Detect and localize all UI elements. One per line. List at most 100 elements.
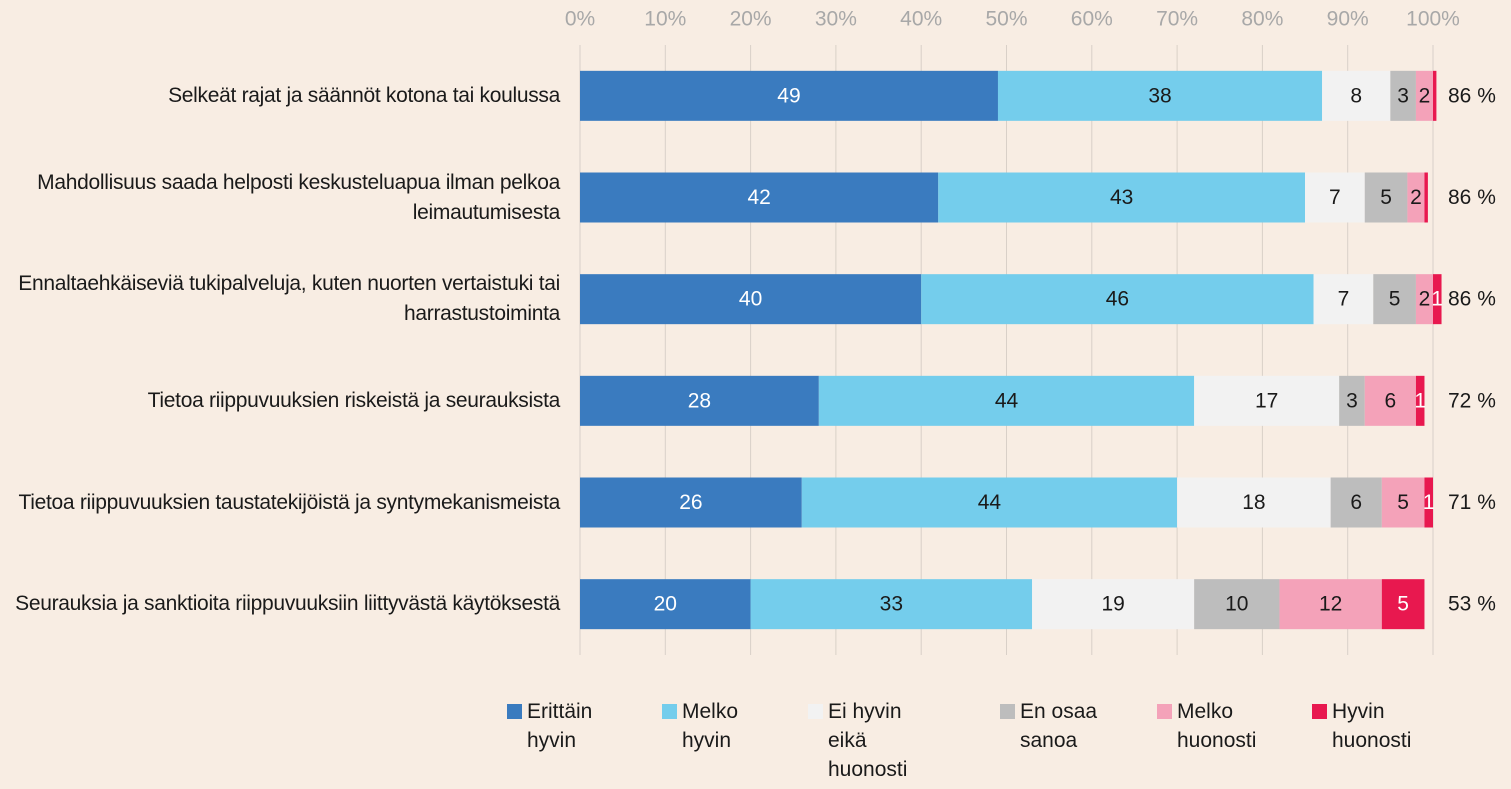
bar-segment — [1330, 477, 1382, 528]
data-label: 49 — [777, 84, 800, 107]
legend-label: Hyvin huonosti — [1332, 700, 1412, 752]
legend-swatch — [507, 704, 522, 719]
legend-swatch — [662, 704, 677, 719]
bar-segment — [580, 172, 939, 223]
data-label: 12 — [1319, 593, 1342, 616]
bar-segment — [1407, 172, 1425, 223]
bar-segment — [1415, 70, 1433, 121]
x-tick-label: 70% — [1156, 8, 1198, 31]
bar-segment — [1364, 172, 1408, 223]
bar-segment — [938, 172, 1306, 223]
legend-swatch — [1312, 704, 1327, 719]
bar-segment — [1415, 274, 1433, 325]
data-label: 33 — [880, 593, 903, 616]
data-label: 2 — [1419, 288, 1431, 311]
total-label: 86 % — [1448, 84, 1496, 107]
total-label: 86 % — [1448, 186, 1496, 209]
data-label: 3 — [1397, 84, 1409, 107]
legend-swatch — [1157, 704, 1172, 719]
bar-segment — [1364, 375, 1416, 426]
legend-swatch — [1000, 704, 1015, 719]
data-label: 5 — [1380, 186, 1392, 209]
x-tick-label: 100% — [1406, 8, 1460, 31]
x-tick-label: 40% — [900, 8, 942, 31]
bar-segment — [997, 70, 1323, 121]
x-tick-label: 20% — [730, 8, 772, 31]
data-label: 8 — [1350, 84, 1362, 107]
category-label: Selkeät rajat ja säännöt kotona tai koul… — [168, 83, 560, 107]
data-label: 17 — [1255, 389, 1278, 412]
total-label: 72 % — [1448, 389, 1496, 412]
data-label: 28 — [688, 389, 711, 412]
bar-segment — [580, 477, 802, 528]
data-label: 42 — [747, 186, 770, 209]
category-label: Tietoa riippuvuuksien taustatekijöistä j… — [18, 490, 561, 514]
data-label: 7 — [1338, 288, 1350, 311]
bar-segment — [1194, 375, 1340, 426]
category-label: Mahdollisuus saada helposti keskusteluap… — [37, 170, 560, 224]
bar-segment — [1194, 579, 1280, 630]
bar-segment — [818, 375, 1195, 426]
data-label: 43 — [1110, 186, 1133, 209]
legend-label: Melko huonosti — [1177, 700, 1257, 752]
bar-segment — [1433, 274, 1442, 325]
legend-swatch — [808, 704, 823, 719]
x-tick-label: 60% — [1071, 8, 1113, 31]
bar-segment — [1177, 477, 1331, 528]
bar-segment — [1381, 477, 1425, 528]
bar-segment — [1339, 375, 1365, 426]
data-label: 19 — [1101, 593, 1124, 616]
data-label: 44 — [978, 491, 1002, 514]
legend-label: Ei hyvin eikä huonosti — [828, 700, 908, 781]
category-label: Tietoa riippuvuuksien riskeistä ja seura… — [147, 388, 561, 412]
data-label: 3 — [1346, 389, 1358, 412]
legend-label: En osaa sanoa — [1020, 700, 1098, 752]
bar-segment — [1424, 477, 1433, 528]
data-label: 7 — [1329, 186, 1341, 209]
category-label: Seurauksia ja sanktioita riippuvuuksiin … — [15, 592, 560, 616]
bar-segment — [750, 579, 1033, 630]
bar-segment — [580, 375, 819, 426]
bar-segment — [1305, 172, 1365, 223]
data-label: 46 — [1106, 288, 1129, 311]
data-label: 1 — [1423, 491, 1435, 514]
data-label: 5 — [1389, 288, 1401, 311]
data-label: 6 — [1385, 389, 1397, 412]
data-label: 2 — [1419, 84, 1431, 107]
data-label: 18 — [1242, 491, 1265, 514]
x-tick-label: 80% — [1241, 8, 1283, 31]
data-label: 26 — [679, 491, 702, 514]
x-tick-label: 90% — [1327, 8, 1369, 31]
data-label: 5 — [1397, 491, 1409, 514]
bar-segment — [801, 477, 1178, 528]
bar-segment — [1424, 172, 1428, 223]
bar-segment — [1032, 579, 1195, 630]
bar-segment — [580, 274, 922, 325]
bar-segment — [1373, 274, 1416, 325]
bar-segment — [1313, 274, 1374, 325]
x-tick-label: 50% — [985, 8, 1027, 31]
data-label: 1 — [1431, 288, 1443, 311]
bar-segment — [1433, 70, 1437, 121]
data-label: 6 — [1350, 491, 1362, 514]
category-label: Ennaltaehkäiseviä tukipalveluja, kuten n… — [18, 272, 560, 326]
bar-segment — [921, 274, 1314, 325]
data-label: 20 — [654, 593, 677, 616]
bar-segment — [580, 70, 998, 121]
legend-label: Erittäin hyvin — [527, 700, 593, 752]
data-label: 5 — [1397, 593, 1409, 616]
x-tick-label: 10% — [644, 8, 686, 31]
data-label: 1 — [1414, 389, 1426, 412]
data-label: 10 — [1225, 593, 1248, 616]
x-tick-label: 30% — [815, 8, 857, 31]
bar-segment — [1279, 579, 1382, 630]
total-label: 53 % — [1448, 593, 1496, 616]
total-label: 86 % — [1448, 288, 1496, 311]
data-label: 2 — [1410, 186, 1422, 209]
data-label: 38 — [1148, 84, 1171, 107]
bar-segment — [1415, 375, 1425, 426]
bar-segment — [580, 579, 751, 630]
bar-segment — [1322, 70, 1391, 121]
